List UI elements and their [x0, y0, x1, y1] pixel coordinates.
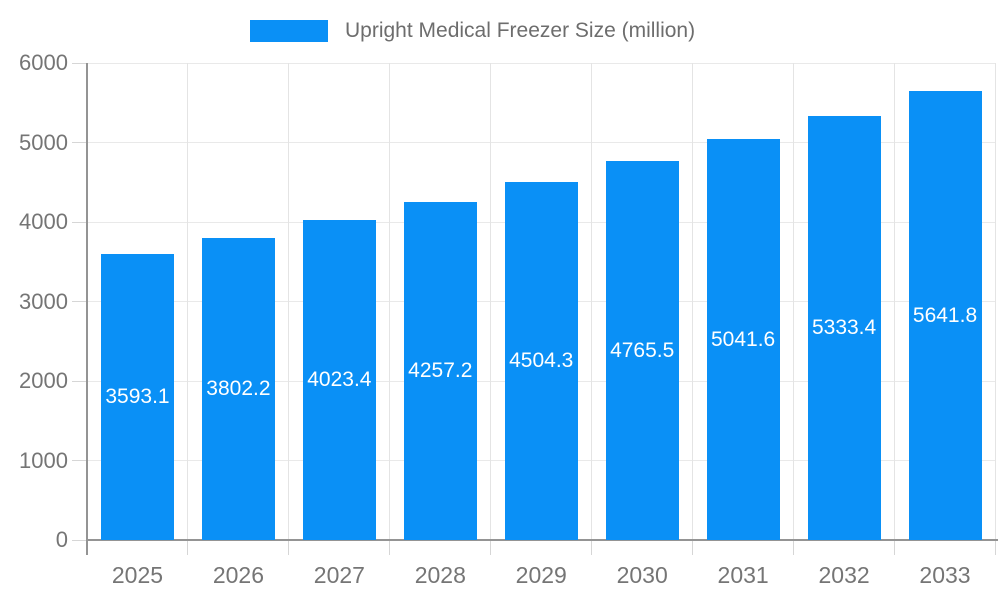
y-axis-tick-label: 6000: [19, 50, 68, 75]
bar-value-label: 4023.4: [307, 368, 372, 392]
y-axis-tick: [72, 301, 87, 302]
x-gridline: [389, 63, 391, 540]
y-gridline: [87, 142, 996, 143]
bar[interactable]: [706, 139, 780, 540]
y-axis-tick-label: 1000: [19, 447, 68, 473]
bar[interactable]: [302, 220, 376, 540]
x-axis-tick: [995, 540, 996, 555]
legend-swatch[interactable]: [250, 20, 328, 42]
y-axis-tick: [72, 460, 87, 461]
legend-label: Upright Medical Freezer Size (million): [345, 19, 696, 42]
bar-value-label: 4504.3: [509, 348, 574, 372]
bar[interactable]: [504, 181, 578, 540]
x-axis-tick: [389, 540, 391, 555]
x-axis-tick-label: 2032: [818, 562, 870, 588]
y-axis-line: [86, 63, 88, 555]
x-gridline: [187, 63, 189, 540]
y-axis-tick-label: 5000: [19, 129, 68, 155]
x-axis-tick: [793, 540, 795, 555]
legend-item[interactable]: Upright Medical Freezer Size (million): [250, 16, 695, 46]
bar-value-label: 5333.4: [811, 315, 877, 339]
bar[interactable]: [201, 237, 275, 540]
y-axis-tick: [72, 62, 87, 64]
x-axis-tick: [187, 540, 189, 555]
y-axis-tick-label: 4000: [19, 209, 68, 234]
x-axis-tick: [591, 540, 593, 555]
bar[interactable]: [605, 161, 679, 540]
bar[interactable]: [100, 254, 174, 540]
x-axis-tick-label: 2033: [919, 562, 971, 588]
bar-value-label: 3802.2: [206, 376, 271, 400]
x-gridline: [995, 63, 996, 540]
bar[interactable]: [403, 201, 477, 540]
x-axis-tick: [894, 540, 896, 555]
y-axis-tick: [72, 539, 87, 541]
x-axis-tick-label: 2029: [515, 562, 567, 588]
y-gridline: [87, 62, 996, 64]
bar-value-label: 5641.8: [912, 303, 978, 327]
x-axis-tick-label: 2030: [616, 562, 668, 588]
x-gridline: [288, 63, 290, 540]
y-axis-tick-label: 0: [55, 527, 68, 552]
x-axis-tick-label: 2026: [212, 562, 264, 588]
bar-value-label: 5041.6: [711, 327, 776, 351]
x-axis-tick: [692, 540, 694, 555]
x-axis-tick: [490, 540, 492, 555]
y-axis-tick-label: 2000: [19, 368, 68, 393]
x-gridline: [591, 63, 593, 540]
x-axis-tick-label: 2028: [414, 562, 466, 588]
y-axis-tick: [72, 221, 87, 223]
x-gridline: [894, 63, 896, 540]
bar[interactable]: [807, 115, 881, 540]
y-axis-tick: [72, 380, 87, 382]
bar-value-label: 4765.5: [610, 338, 675, 362]
bar-value-label: 4257.2: [408, 358, 473, 382]
bar-value-label: 3593.1: [105, 385, 170, 409]
bar[interactable]: [908, 91, 982, 540]
y-axis-tick: [72, 142, 87, 143]
x-gridline: [490, 63, 492, 540]
x-axis-tick: [288, 540, 290, 555]
x-axis-line: [86, 539, 998, 541]
x-gridline: [692, 63, 694, 540]
x-axis-tick-label: 2031: [717, 562, 769, 588]
x-axis-tick-label: 2025: [111, 562, 164, 588]
x-gridline: [793, 63, 795, 540]
x-axis-tick-label: 2027: [313, 562, 365, 588]
y-axis-tick-label: 3000: [19, 288, 68, 314]
